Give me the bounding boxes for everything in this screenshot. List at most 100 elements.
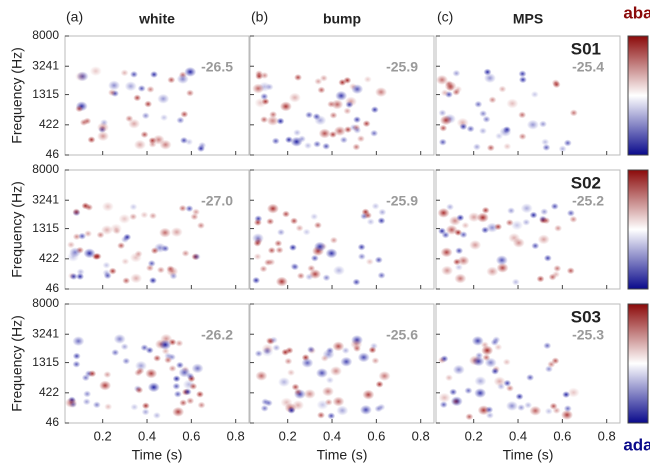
blob: [370, 129, 379, 137]
blob: [566, 267, 575, 275]
blob: [325, 376, 334, 384]
blob: [129, 70, 138, 78]
blob: [456, 214, 465, 222]
blob: [454, 273, 467, 284]
blob: [185, 205, 194, 213]
blob: [459, 231, 468, 239]
blob: [278, 377, 291, 388]
blob: [483, 73, 496, 84]
blob: [478, 127, 487, 135]
blob: [175, 339, 184, 347]
blob: [147, 382, 160, 393]
blob: [272, 344, 281, 352]
blob: [486, 266, 499, 277]
blob: [288, 92, 301, 103]
blob: [338, 78, 347, 86]
blob: [313, 140, 322, 148]
blob: [483, 68, 492, 76]
blob: [479, 110, 488, 118]
blob: [475, 352, 484, 360]
blob: [259, 265, 268, 273]
blob: [449, 388, 458, 396]
blob: [78, 232, 87, 240]
blob: [537, 234, 550, 245]
y-axis-label: Frequency (Hz): [9, 47, 25, 143]
blob: [261, 398, 270, 406]
blob: [378, 371, 391, 382]
blob: [518, 132, 527, 140]
blob: [327, 412, 336, 420]
blob: [75, 105, 84, 113]
blob: [310, 213, 319, 221]
blob: [269, 111, 278, 119]
blob: [518, 70, 527, 78]
blob: [111, 349, 120, 357]
blob: [144, 100, 153, 108]
blob: [101, 201, 114, 212]
blob: [266, 115, 279, 126]
blob: [279, 101, 292, 112]
blob: [362, 389, 375, 400]
blob: [457, 255, 470, 266]
blob: [339, 136, 348, 144]
blob: [260, 71, 269, 79]
blob: [145, 264, 154, 272]
blob: [282, 210, 291, 218]
blob: [561, 409, 574, 420]
blob: [88, 370, 97, 378]
blob: [331, 99, 344, 110]
score: -25.6: [386, 327, 418, 343]
blob: [275, 246, 284, 254]
blob: [490, 338, 499, 346]
blob: [260, 404, 269, 412]
y-tick-label: 8000: [32, 162, 59, 176]
colorbar: [627, 303, 649, 424]
blob: [375, 380, 384, 388]
blob: [356, 135, 365, 143]
y-tick-label: 8000: [32, 28, 59, 42]
blob: [357, 253, 366, 261]
blob: [474, 376, 487, 387]
blob: [141, 112, 150, 120]
y-axis-label: Frequency (Hz): [9, 181, 25, 277]
x-axis-label: Time (s): [503, 447, 554, 463]
blob: [148, 276, 157, 284]
blob: [357, 352, 370, 363]
blob: [452, 364, 465, 375]
y-tick-label: 1315: [32, 221, 59, 235]
blob: [455, 247, 464, 255]
blob: [130, 403, 139, 411]
blob: [252, 83, 265, 94]
blob: [81, 202, 90, 210]
blob: [359, 404, 372, 415]
blob: [83, 248, 96, 259]
blob: [377, 217, 386, 225]
blob: [567, 387, 580, 398]
blob: [446, 203, 455, 211]
blob: [362, 120, 371, 128]
blob: [472, 143, 481, 151]
blob: [491, 367, 500, 375]
blob: [318, 128, 331, 139]
blob: [540, 208, 549, 216]
blob: [569, 215, 578, 223]
blob: [291, 263, 300, 271]
blob: [343, 107, 352, 115]
blob: [277, 228, 286, 236]
blob: [176, 116, 185, 124]
blob: [140, 344, 149, 352]
blob: [464, 387, 473, 395]
blob: [543, 254, 552, 262]
blob: [181, 249, 190, 257]
panel: [64, 169, 250, 290]
blob: [287, 406, 296, 414]
blob: [445, 224, 458, 235]
blob: [293, 129, 302, 137]
y-tick-label: 422: [39, 251, 59, 265]
blob: [183, 388, 192, 396]
blob: [530, 90, 539, 98]
blob: [378, 208, 387, 216]
y-axis-label: Frequency (Hz): [9, 315, 25, 411]
x-tick-label: 0.2: [465, 428, 483, 443]
blob: [369, 342, 378, 350]
